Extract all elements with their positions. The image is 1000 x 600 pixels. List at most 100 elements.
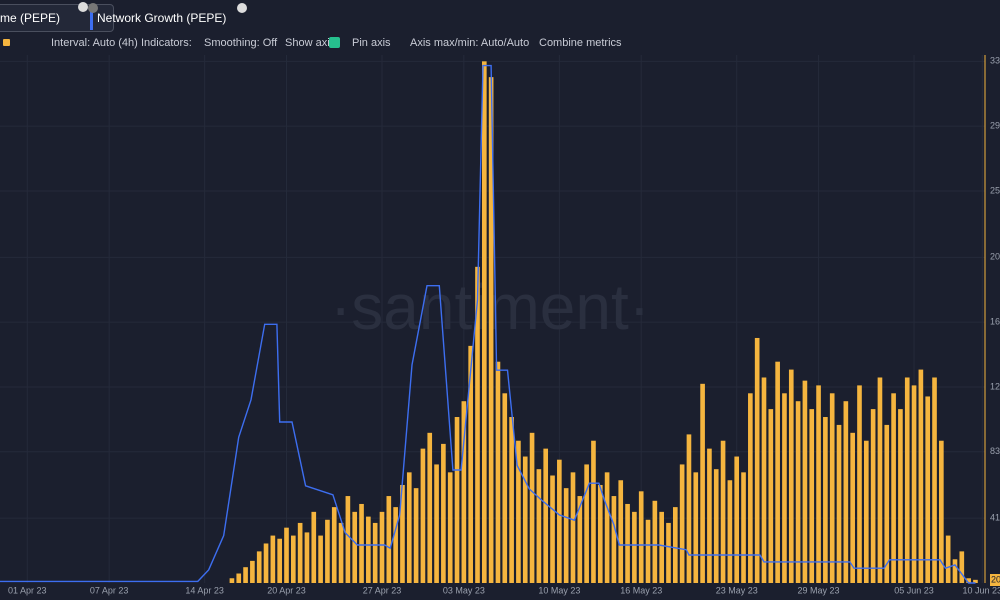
x-tick-label: 10 May 23 (538, 585, 580, 595)
x-tick-label: 16 May 23 (620, 585, 662, 595)
bar (516, 440, 521, 583)
bar (843, 401, 849, 583)
show-axis[interactable]: Show axis (285, 37, 336, 49)
bar (311, 511, 317, 583)
x-tick-label: 05 Jun 23 (894, 585, 934, 595)
bar (918, 369, 924, 583)
bar (413, 488, 419, 583)
x-tick-label: 20 Apr 23 (267, 585, 306, 595)
bar (536, 469, 542, 583)
bar (904, 377, 910, 583)
bar (338, 522, 344, 583)
bar (857, 385, 862, 583)
bar (570, 472, 576, 583)
bar (366, 516, 371, 583)
x-tick-label: 10 Jun 23 (962, 585, 1000, 595)
legend-swatch (90, 8, 93, 30)
bar (509, 417, 514, 583)
bar (550, 475, 555, 583)
icon[interactable] (237, 3, 247, 13)
bar (700, 383, 705, 583)
x-tick-label: 07 Apr 23 (90, 585, 129, 595)
bar (768, 409, 774, 583)
bar (563, 488, 569, 583)
bar (591, 440, 596, 583)
icon[interactable] (88, 3, 98, 13)
y-tick-label: 41 (990, 513, 1000, 523)
bar (925, 396, 931, 583)
bar (939, 440, 944, 583)
bar (243, 567, 248, 583)
bar (379, 511, 385, 583)
bar (331, 507, 337, 583)
bar (686, 434, 692, 583)
bar (543, 448, 549, 583)
bar (679, 464, 685, 583)
bar (236, 573, 242, 583)
checkbox[interactable] (329, 37, 340, 48)
axis-minmax[interactable]: Axis max/min: Auto/Auto (410, 37, 530, 49)
bar (932, 377, 937, 583)
bar (325, 519, 330, 583)
y-tick-label: 16 (990, 317, 1000, 327)
bar (672, 507, 678, 583)
bar (441, 443, 446, 583)
y-tick-label: 12 (990, 381, 1000, 391)
bar (693, 472, 699, 583)
bar (945, 535, 951, 583)
bar (618, 480, 624, 583)
bar (406, 472, 412, 583)
bar (666, 522, 671, 583)
bar (863, 440, 869, 583)
x-tick-label: 01 Apr 23 (8, 585, 47, 595)
bar (713, 469, 719, 583)
last-value-box (990, 574, 1000, 586)
bar (359, 503, 364, 583)
last-value-label: 20 (991, 574, 1000, 584)
bar (597, 484, 603, 583)
bar (645, 519, 651, 583)
bar (557, 459, 562, 583)
bar (447, 472, 453, 583)
bar (386, 496, 392, 583)
x-tick-label: 23 May 23 (716, 585, 758, 595)
bar (652, 500, 658, 583)
y-tick-label: 33 (990, 56, 1000, 66)
bar (632, 511, 637, 583)
indicators[interactable]: Indicators: (141, 37, 192, 49)
legend-label[interactable]: Network Growth (PEPE) (97, 11, 227, 25)
bar (836, 424, 842, 583)
y-tick-label: 83 (990, 446, 1000, 456)
bar (270, 535, 276, 583)
legend-label[interactable]: me (PEPE) (0, 11, 61, 25)
combine-metrics[interactable]: Combine metrics (539, 37, 622, 49)
bar (604, 472, 610, 583)
bar (761, 377, 767, 583)
bar (290, 535, 296, 583)
bar (420, 448, 426, 583)
bar (809, 409, 815, 583)
color-swatch[interactable] (3, 39, 10, 46)
x-tick-label: 14 Apr 23 (185, 585, 224, 595)
bar (495, 361, 501, 583)
bar (372, 522, 378, 583)
bar (488, 77, 494, 583)
interval[interactable]: Interval: Auto (4h) (51, 37, 138, 49)
bar (795, 401, 801, 583)
bar (304, 532, 310, 583)
y-tick-label: 29 (990, 121, 1000, 131)
bar (481, 61, 487, 583)
bar (475, 266, 480, 583)
bar (625, 503, 630, 583)
bar (638, 491, 644, 583)
bar (611, 496, 617, 583)
bar (782, 393, 787, 583)
bar (802, 380, 808, 583)
bar (788, 369, 794, 583)
pin-axis[interactable]: Pin axis (352, 37, 391, 49)
icon[interactable] (78, 2, 88, 12)
bar (816, 385, 821, 583)
bar (522, 456, 528, 583)
smoothing[interactable]: Smoothing: Off (204, 37, 278, 49)
